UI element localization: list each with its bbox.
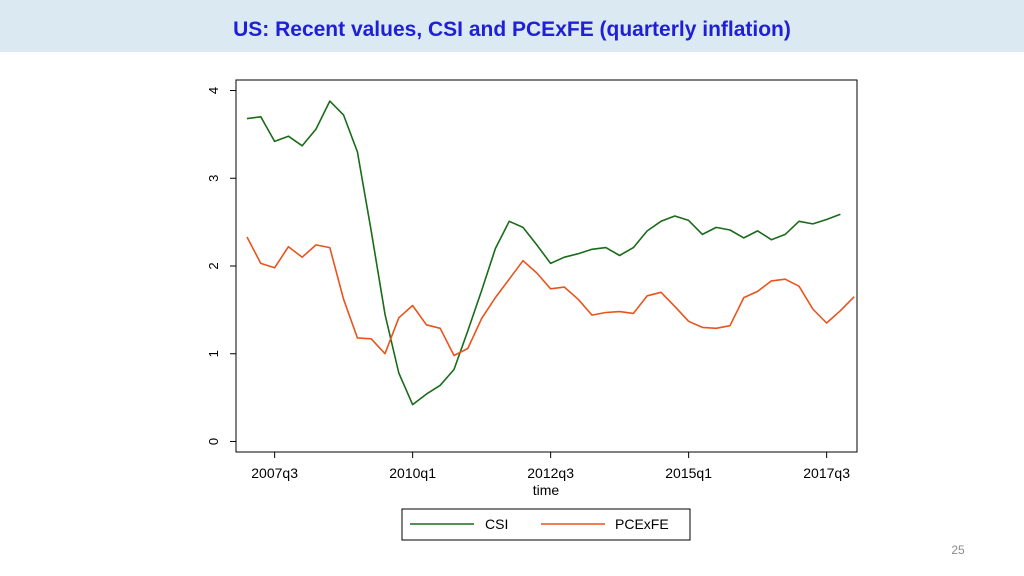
x-axis: 2007q3 2010q1 2012q3 2015q1 2017q3 [251,452,850,481]
y-tick-label: 4 [206,87,221,94]
x-tick-label: 2015q1 [665,465,712,481]
x-tick-label: 2012q3 [527,465,574,481]
series-line-pcexfe [246,236,855,357]
x-tick-label: 2010q1 [389,465,436,481]
x-axis-title: time [533,482,560,498]
legend-label-csi: CSI [485,516,508,532]
series-line-csi [246,100,841,406]
page-number: 25 [951,543,965,557]
title-bar [0,0,1024,52]
y-tick-label: 0 [206,438,221,445]
y-axis: 0 1 2 3 4 [206,87,236,445]
legend: CSI PCExFE [401,508,691,541]
x-tick-label: 2007q3 [251,465,298,481]
y-tick-label: 3 [206,175,221,182]
y-tick-label: 1 [206,350,221,357]
slide-title: US: Recent values, CSI and PCExFE (quart… [233,18,791,41]
series-layer [246,100,855,406]
x-tick-label: 2017q3 [803,465,850,481]
plot-area-frame [235,79,858,453]
legend-label-pcexfe: PCExFE [615,516,669,532]
y-tick-label: 2 [206,262,221,269]
